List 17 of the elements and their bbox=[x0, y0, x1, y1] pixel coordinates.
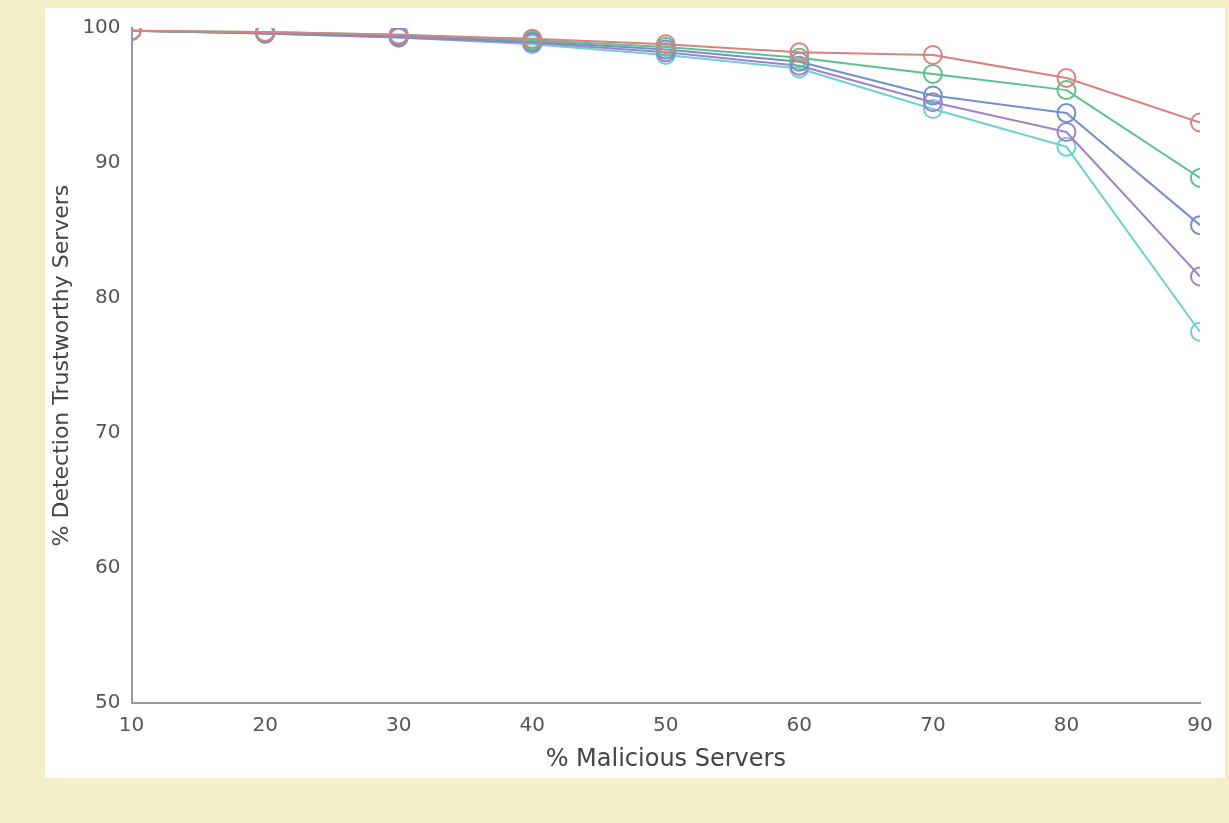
x-tick-label: 30 bbox=[385, 712, 412, 737]
x-tick-label: 60 bbox=[786, 712, 813, 737]
x-tick-label: 50 bbox=[653, 712, 679, 737]
x-tick-label: 90 bbox=[1187, 712, 1213, 737]
y-tick-label: 70 bbox=[95, 419, 121, 444]
y-tick-label: 60 bbox=[95, 554, 121, 579]
y-tick-label: 80 bbox=[95, 284, 121, 309]
y-axis-title: % Detection Trustworthy Servers bbox=[47, 184, 73, 547]
y-tick-label: 50 bbox=[95, 689, 121, 714]
y-tick-label: 100 bbox=[82, 14, 121, 39]
x-tick-label: 40 bbox=[519, 712, 545, 737]
x-tick-label: 20 bbox=[252, 712, 278, 737]
x-tick-label: 80 bbox=[1053, 712, 1080, 737]
x-axis-title: % Malicious Servers bbox=[545, 743, 786, 772]
y-tick-label: 90 bbox=[95, 149, 121, 174]
x-tick-label: 10 bbox=[118, 712, 145, 737]
x-tick-label: 70 bbox=[920, 712, 946, 737]
